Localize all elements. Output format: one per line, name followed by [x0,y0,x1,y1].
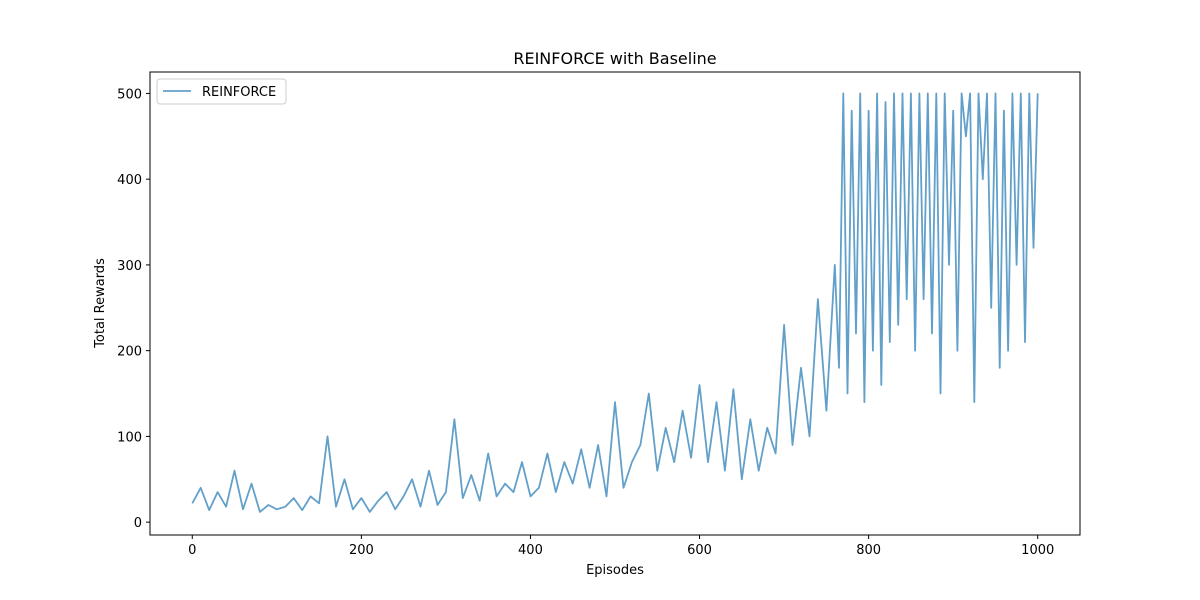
legend-label-reinforce: REINFORCE [202,85,276,100]
x-axis-label: Episodes [586,563,644,578]
x-axis: 0 200 400 600 800 1000 [188,535,1054,558]
legend: REINFORCE [156,78,287,105]
y-axis-label: Total Rewards [93,258,108,349]
x-tick-label: 600 [687,543,712,558]
x-tick-label: 0 [188,543,196,558]
y-tick-label: 300 [117,259,142,274]
y-tick-label: 100 [117,430,142,445]
x-tick-label: 400 [518,543,543,558]
series-line-reinforce [191,92,1039,513]
y-tick-label: 0 [134,516,142,531]
y-tick-label: 200 [117,345,142,360]
axes-frame [149,71,1081,536]
x-tick-label: 1000 [1021,543,1054,558]
x-tick-label: 800 [856,543,881,558]
chart-title: REINFORCE with Baseline [513,49,716,68]
legend-box [156,78,287,105]
plot-area [191,92,1039,513]
y-tick-label: 500 [117,87,142,102]
x-tick-label: 200 [349,543,374,558]
y-axis: 0 100 200 300 400 500 [117,87,150,531]
y-tick-label: 400 [117,173,142,188]
